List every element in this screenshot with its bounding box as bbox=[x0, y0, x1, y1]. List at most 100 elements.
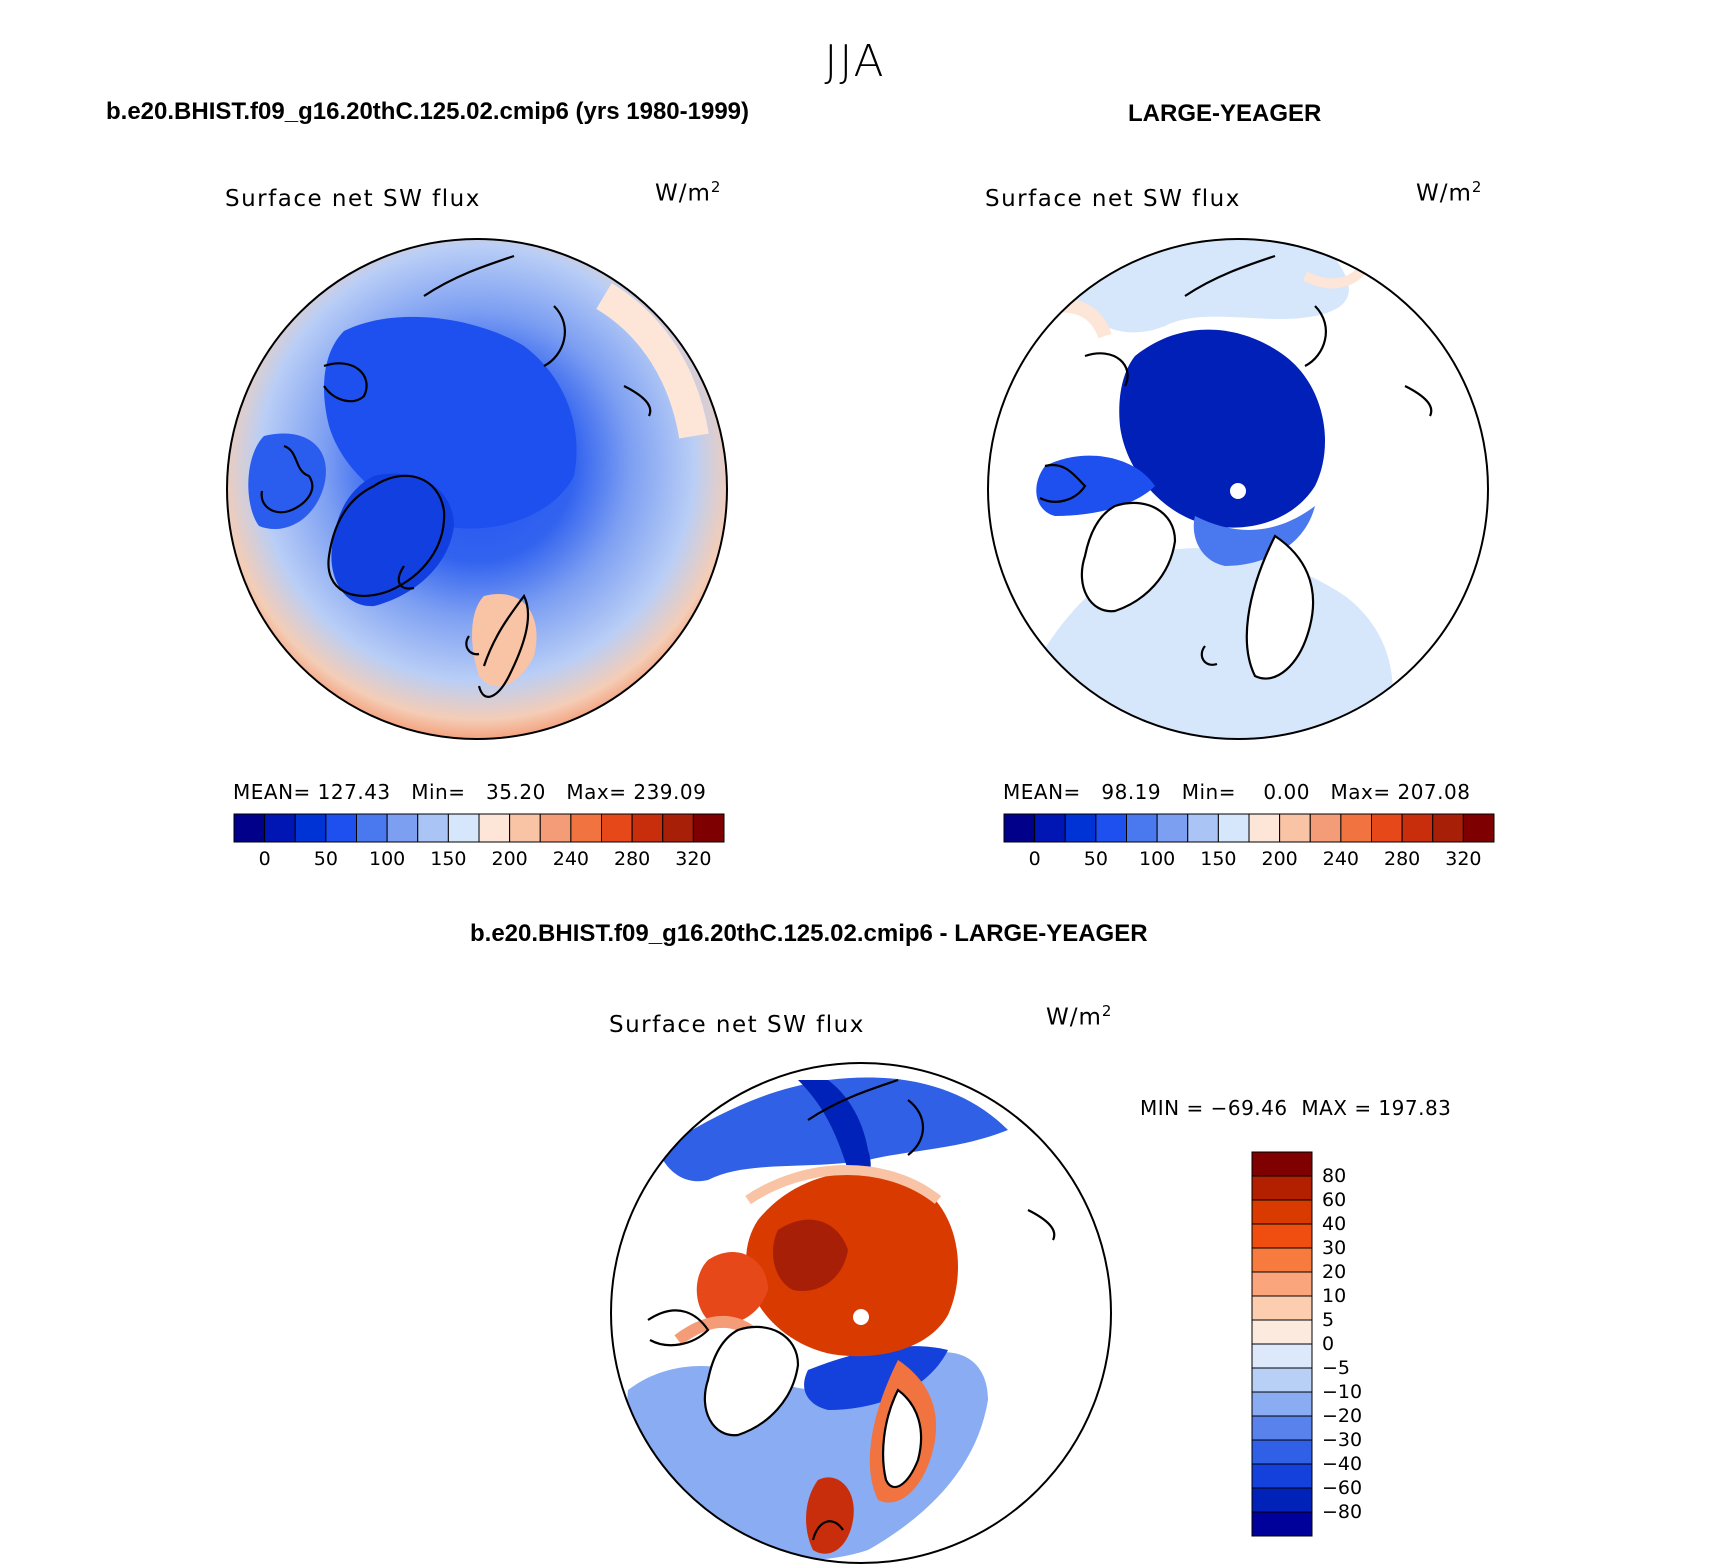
colorbar-tick-label: 100 bbox=[368, 848, 406, 870]
colorbar-swatch bbox=[662, 813, 694, 843]
colorbar-swatch bbox=[1251, 1271, 1313, 1297]
obs-stats: MEAN= 98.19 Min= 0.00 Max= 207.08 bbox=[1003, 780, 1471, 804]
colorbar-tick-label: 240 bbox=[552, 848, 590, 870]
colorbar-tick-label: 280 bbox=[613, 848, 651, 870]
colorbar-swatch bbox=[1462, 813, 1495, 843]
colorbar-tick-label: 50 bbox=[1083, 848, 1108, 870]
colorbar-swatch bbox=[1251, 1247, 1313, 1273]
colorbar-swatch bbox=[692, 813, 725, 843]
model-colorbar bbox=[233, 813, 725, 843]
colorbar-swatch bbox=[1126, 813, 1158, 843]
colorbar-swatch bbox=[1401, 813, 1434, 843]
colorbar-tick-label: −80 bbox=[1322, 1501, 1363, 1523]
obs-variable-label: Surface net SW flux bbox=[985, 186, 1241, 212]
colorbar-swatch bbox=[1003, 813, 1036, 843]
obs-polar-map bbox=[987, 238, 1489, 740]
colorbar-swatch bbox=[447, 813, 480, 843]
colorbar-swatch bbox=[1251, 1175, 1313, 1201]
colorbar-swatch bbox=[1095, 813, 1127, 843]
colorbar-tick-label: 100 bbox=[1138, 848, 1176, 870]
colorbar-tick-label: 0 bbox=[1322, 1333, 1335, 1355]
colorbar-swatch bbox=[1251, 1295, 1313, 1321]
colorbar-swatch bbox=[325, 813, 357, 843]
model-units-label: W/m2 bbox=[655, 178, 722, 207]
colorbar-tick-label: 80 bbox=[1322, 1165, 1347, 1187]
colorbar-swatch bbox=[1034, 813, 1066, 843]
obs-panel-header: LARGE-YEAGER bbox=[1128, 100, 1322, 127]
diff-units-label: W/m2 bbox=[1046, 1002, 1113, 1031]
colorbar-tick-label: −10 bbox=[1322, 1381, 1363, 1403]
colorbar-tick-label: 40 bbox=[1322, 1213, 1347, 1235]
colorbar-tick-label: 280 bbox=[1383, 848, 1421, 870]
colorbar-swatch bbox=[1251, 1463, 1313, 1489]
colorbar-tick-label: 60 bbox=[1322, 1189, 1347, 1211]
colorbar-swatch bbox=[1251, 1367, 1313, 1393]
colorbar-swatch bbox=[417, 813, 449, 843]
colorbar-swatch bbox=[1340, 813, 1372, 843]
diff-colorbar-ticks: 80 60 40 30 20 10 5 0 −5 −10 −20 −30 −40 −60 −80 bbox=[1322, 1152, 1402, 1536]
colorbar-swatch bbox=[539, 813, 572, 843]
colorbar-swatch bbox=[601, 813, 633, 843]
colorbar-swatch bbox=[1251, 1511, 1313, 1537]
colorbar-swatch bbox=[1251, 1487, 1313, 1513]
obs-colorbar-ticks: 0 50 100 150 200 240 280 320 bbox=[1004, 848, 1494, 872]
colorbar-tick-label: 5 bbox=[1322, 1309, 1335, 1331]
obs-colorbar bbox=[1003, 813, 1495, 843]
obs-pole-marker bbox=[1230, 483, 1246, 499]
colorbar-swatch bbox=[1251, 1439, 1313, 1465]
colorbar-tick-label: −30 bbox=[1322, 1429, 1363, 1451]
obs-units-label: W/m2 bbox=[1416, 178, 1483, 207]
model-panel-header: b.e20.BHIST.f09_g16.20thC.125.02.cmip6 (… bbox=[106, 98, 750, 125]
colorbar-swatch bbox=[1309, 813, 1342, 843]
colorbar-tick-label: 150 bbox=[1200, 848, 1237, 870]
diff-panel-header: b.e20.BHIST.f09_g16.20thC.125.02.cmip6 -… bbox=[470, 920, 1148, 947]
colorbar-swatch bbox=[1187, 813, 1219, 843]
colorbar-swatch bbox=[509, 813, 541, 843]
colorbar-swatch bbox=[1279, 813, 1311, 843]
colorbar-tick-label: 200 bbox=[1261, 848, 1298, 870]
colorbar-swatch bbox=[478, 813, 511, 843]
model-variable-label: Surface net SW flux bbox=[225, 186, 481, 212]
colorbar-tick-label: 320 bbox=[675, 848, 712, 870]
colorbar-swatch bbox=[1064, 813, 1097, 843]
colorbar-swatch bbox=[1432, 813, 1464, 843]
colorbar-swatch bbox=[1251, 1319, 1313, 1345]
colorbar-tick-label: −20 bbox=[1322, 1405, 1363, 1427]
colorbar-tick-label: 240 bbox=[1322, 848, 1360, 870]
colorbar-tick-label: 0 bbox=[1028, 848, 1041, 870]
colorbar-tick-label: 30 bbox=[1322, 1237, 1347, 1259]
diff-pole-marker bbox=[853, 1309, 869, 1325]
colorbar-tick-label: 150 bbox=[430, 848, 467, 870]
colorbar-tick-label: 50 bbox=[313, 848, 338, 870]
colorbar-swatch bbox=[1251, 1223, 1313, 1249]
colorbar-tick-label: −60 bbox=[1322, 1477, 1363, 1499]
colorbar-tick-label: 200 bbox=[491, 848, 528, 870]
model-colorbar-ticks: 0 50 100 150 200 240 280 320 bbox=[234, 848, 724, 872]
colorbar-swatch bbox=[1251, 1151, 1313, 1177]
colorbar-swatch bbox=[631, 813, 664, 843]
colorbar-swatch bbox=[1251, 1199, 1313, 1225]
colorbar-tick-label: −40 bbox=[1322, 1453, 1363, 1475]
colorbar-swatch bbox=[1251, 1391, 1313, 1417]
diff-colorbar bbox=[1251, 1151, 1313, 1537]
colorbar-swatch bbox=[1217, 813, 1250, 843]
colorbar-swatch bbox=[356, 813, 388, 843]
colorbar-swatch bbox=[1248, 813, 1281, 843]
colorbar-tick-label: 0 bbox=[258, 848, 271, 870]
diff-variable-label: Surface net SW flux bbox=[609, 1012, 865, 1038]
colorbar-swatch bbox=[570, 813, 602, 843]
colorbar-swatch bbox=[294, 813, 327, 843]
colorbar-swatch bbox=[1156, 813, 1189, 843]
colorbar-tick-label: 20 bbox=[1322, 1261, 1347, 1283]
season-title: JJA bbox=[824, 36, 886, 87]
colorbar-tick-label: −5 bbox=[1322, 1357, 1351, 1379]
colorbar-swatch bbox=[1251, 1415, 1313, 1441]
colorbar-tick-label: 10 bbox=[1322, 1285, 1347, 1307]
diff-polar-map bbox=[610, 1062, 1112, 1564]
colorbar-swatch bbox=[386, 813, 419, 843]
colorbar-swatch bbox=[233, 813, 266, 843]
colorbar-swatch bbox=[1251, 1343, 1313, 1369]
colorbar-tick-label: 320 bbox=[1445, 848, 1482, 870]
model-stats: MEAN= 127.43 Min= 35.20 Max= 239.09 bbox=[233, 780, 707, 804]
colorbar-swatch bbox=[1371, 813, 1403, 843]
